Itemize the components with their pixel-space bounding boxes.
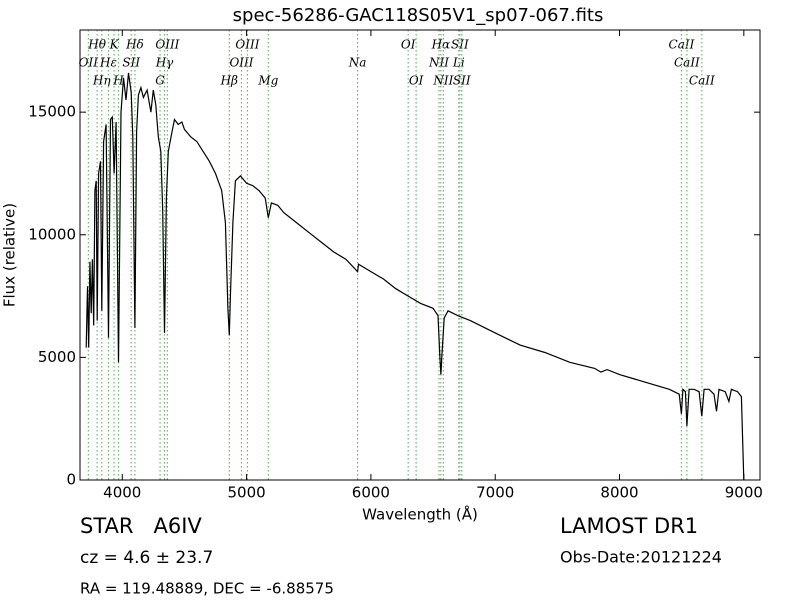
x-tick-label: 7000: [476, 484, 514, 502]
obs-date: Obs-Date:20121224: [560, 548, 722, 567]
line-label: CaII: [669, 38, 695, 52]
line-label: H: [112, 74, 124, 88]
line-label: Na: [348, 56, 367, 70]
line-label: OII: [79, 56, 99, 70]
survey: LAMOST DR1: [560, 514, 698, 538]
x-tick-label: 5000: [227, 484, 265, 502]
line-label: Hδ: [125, 38, 144, 52]
line-label: SII: [451, 38, 469, 52]
line-label: NII: [432, 74, 453, 88]
x-axis-label: Wavelength (Å): [362, 505, 478, 524]
x-tick-label: 4000: [103, 484, 141, 502]
line-label: OI: [401, 38, 416, 52]
y-tick-label: 10000: [28, 225, 76, 243]
line-label: OIII: [229, 56, 253, 70]
line-label: SII: [453, 74, 471, 88]
object-class: STAR A6IV: [80, 514, 202, 538]
line-label: Hγ: [155, 56, 174, 70]
line-label: OIII: [155, 38, 179, 52]
line-label: Hθ: [87, 38, 106, 52]
line-label: CaII: [674, 56, 700, 70]
line-label: SII: [122, 56, 140, 70]
y-axis-label: Flux (relative): [1, 203, 19, 307]
x-tick-label: 9000: [725, 484, 763, 502]
line-label: Li: [452, 56, 465, 70]
line-label: OI: [409, 74, 424, 88]
line-label: Hη: [92, 74, 111, 88]
x-tick-label: 6000: [352, 484, 390, 502]
line-label: Hε: [99, 56, 117, 70]
redshift: cz = 4.6 ± 23.7: [80, 548, 213, 568]
line-label: CaII: [689, 74, 715, 88]
chart-title: spec-56286-GAC118S05V1_sp07-067.fits: [233, 5, 604, 26]
y-tick-label: 15000: [28, 103, 76, 121]
y-tick-label: 5000: [38, 348, 76, 366]
x-tick-label: 8000: [600, 484, 638, 502]
line-label: NII: [428, 56, 449, 70]
spectrum-line: [85, 72, 745, 481]
line-label: OIII: [235, 38, 259, 52]
line-label: Hα: [431, 38, 451, 52]
line-label: Hβ: [220, 74, 238, 88]
plot-frame: [79, 29, 761, 481]
line-label: Mg: [257, 74, 278, 88]
coordinates: RA = 119.48889, DEC = -6.88575: [80, 580, 334, 598]
line-label: G: [155, 74, 165, 88]
line-label: K: [109, 38, 120, 52]
y-tick-label: 0: [66, 471, 76, 489]
